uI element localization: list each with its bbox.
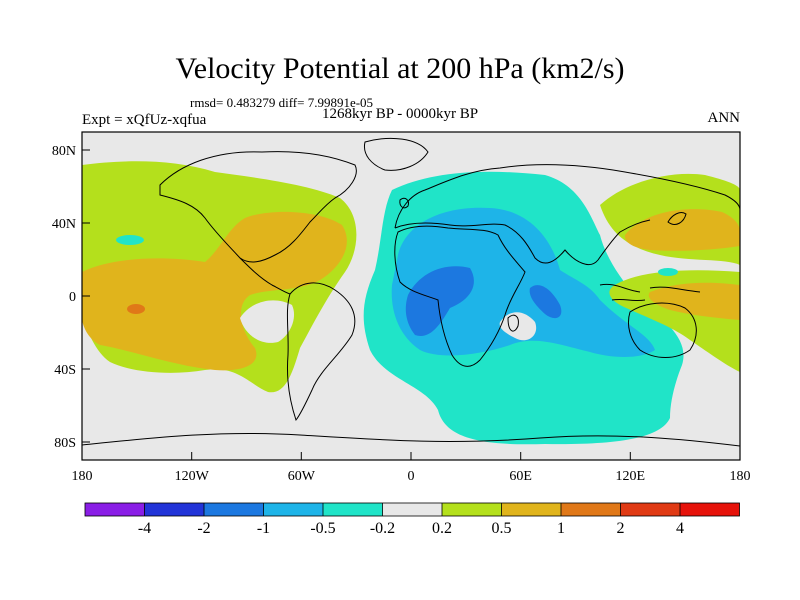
colorbar-frame — [84, 502, 740, 517]
colorbar-swatch-0 — [85, 503, 145, 516]
season-label: ANN — [707, 110, 741, 126]
colorbar-label-3: -0.5 — [310, 520, 335, 537]
experiment-label: Expt = xQfUz-xqfua — [82, 112, 207, 128]
coastline-indonesia — [599, 283, 701, 302]
map-plot-area — [82, 132, 740, 460]
contour-pos-mid-westpacific — [624, 209, 740, 251]
colorbar-label-4: -0.2 — [370, 520, 395, 537]
coastline-eurasia — [394, 164, 740, 265]
colorbar-label-8: 2 — [617, 520, 625, 537]
lat-label-40n: 40N — [52, 217, 76, 232]
lat-label-0: 0 — [69, 290, 76, 305]
colorbar-swatch-10 — [680, 503, 740, 516]
lat-label-80n: 80N — [52, 144, 76, 159]
colorbar-label-7: 1 — [557, 520, 565, 537]
coastline-madagascar — [507, 314, 519, 332]
contour-pos-mid-australia — [648, 282, 740, 320]
lon-label-60e: 60E — [509, 469, 532, 484]
contour-neg-low-spot — [116, 235, 144, 245]
coastline-antarctica — [82, 432, 740, 447]
stats-text: rmsd= 0.483279 diff= 7.99891e-05 — [190, 95, 374, 110]
coastline-north-america — [159, 151, 357, 263]
contour-neg-high-indian — [529, 285, 562, 319]
coastline-japan — [667, 212, 687, 225]
lon-label-0: 0 — [408, 469, 415, 484]
colorbar: -4 -2 -1 -0.5 -0.2 0.2 0.5 1 2 4 — [84, 502, 740, 537]
lon-label-60w: 60W — [288, 469, 316, 484]
contour-neutral-hole-pacific — [240, 300, 295, 343]
lon-label-180e: 180 — [730, 469, 751, 484]
coastline-central-america — [239, 257, 291, 295]
coastline-africa — [394, 225, 526, 367]
contour-pos-high-spot — [127, 304, 145, 314]
colorbar-swatch-6 — [442, 503, 502, 516]
coastline-australia — [627, 302, 697, 358]
colorbar-label-5: 0.2 — [432, 520, 452, 537]
contour-neg-low-westpacific — [658, 268, 678, 276]
coastline-south-america — [286, 282, 356, 422]
period-text: 1268kyr BP - 0000kyr BP — [322, 106, 479, 122]
colorbar-swatch-5 — [382, 503, 442, 516]
colorbar-swatch-2 — [204, 503, 264, 516]
colorbar-swatch-7 — [501, 503, 561, 516]
coastline-uk — [399, 197, 409, 209]
axis-ticks — [81, 149, 741, 460]
lat-label-40s: 40S — [54, 363, 76, 378]
colorbar-swatch-9 — [620, 503, 680, 516]
lon-label-120e: 120E — [616, 469, 646, 484]
colorbar-swatch-3 — [263, 503, 323, 516]
colorbar-swatch-8 — [561, 503, 621, 516]
contour-neg-mid-africa — [391, 207, 655, 357]
colorbar-label-2: -1 — [257, 520, 270, 537]
lon-label-120w: 120W — [175, 469, 210, 484]
colorbar-swatch-4 — [323, 503, 383, 516]
colorbar-label-0: -4 — [138, 520, 151, 537]
colorbar-label-1: -2 — [197, 520, 210, 537]
colorbar-swatch-1 — [144, 503, 204, 516]
colorbar-label-9: 4 — [676, 520, 684, 537]
coastlines — [82, 137, 740, 447]
lon-label-180w: 180 — [72, 469, 93, 484]
contour-neg-high-africa — [405, 266, 474, 336]
contour-pos-low-westedge — [82, 195, 96, 268]
map-title: Velocity Potential at 200 hPa (km2/s) — [175, 52, 625, 85]
coastline-greenland — [363, 137, 429, 171]
latitude-labels: 80N 40N 0 40S 80S — [52, 144, 76, 451]
longitude-labels: 180 120W 60W 0 60E 120E 180 — [72, 469, 751, 484]
lat-label-80s: 80S — [54, 436, 76, 451]
colorbar-label-6: 0.5 — [492, 520, 512, 537]
